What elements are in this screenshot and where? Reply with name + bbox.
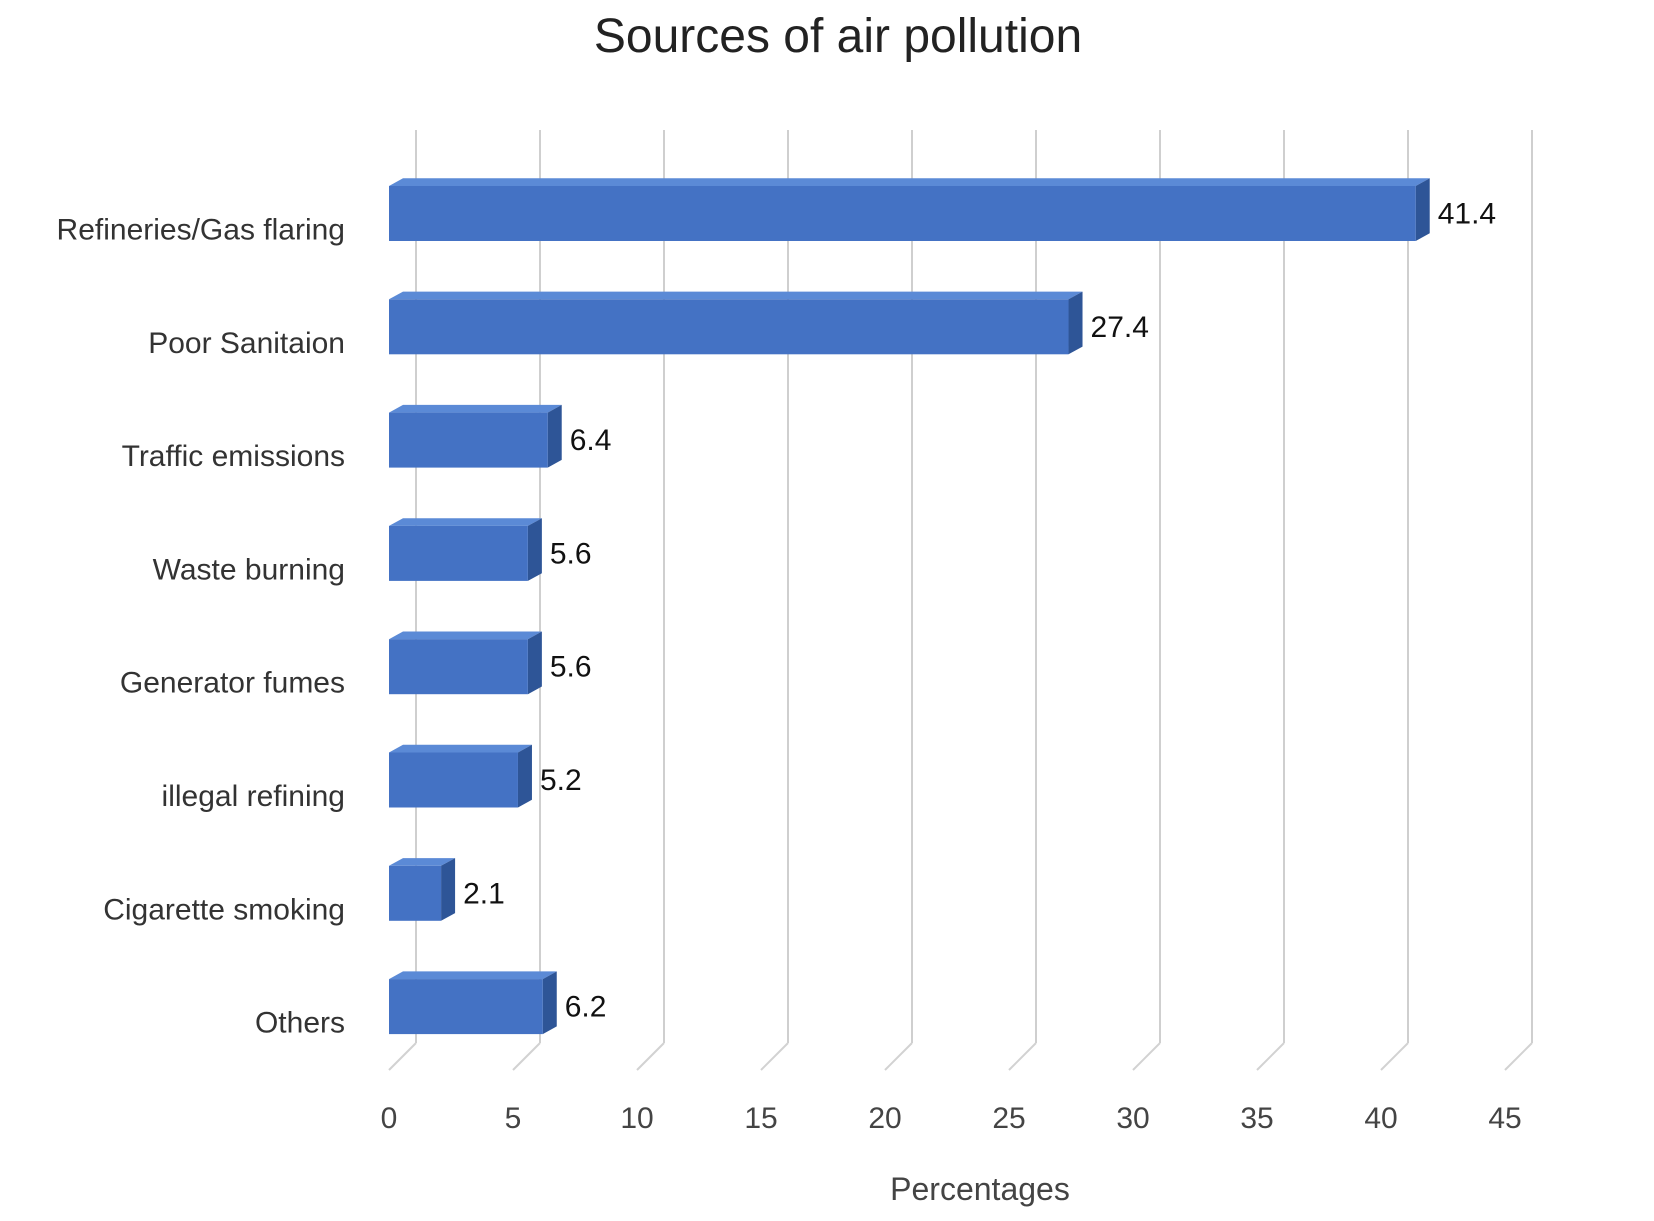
bar-front-face xyxy=(389,186,1416,241)
floor-gridline xyxy=(884,1042,913,1071)
value-label: 27.4 xyxy=(1091,311,1149,344)
bar-front-face xyxy=(389,639,528,695)
value-label: 6.4 xyxy=(570,424,612,457)
gridlines xyxy=(388,130,1533,1071)
floor-gridline xyxy=(1008,1042,1037,1071)
category-label: Poor Sanitaion xyxy=(148,327,345,360)
x-tick-label: 45 xyxy=(1488,1102,1521,1135)
bar xyxy=(389,291,1083,355)
category-label: illegal refining xyxy=(162,780,345,813)
floor-gridline xyxy=(1132,1042,1161,1071)
bar-side-face xyxy=(527,631,542,695)
x-tick-label: 15 xyxy=(744,1102,777,1135)
value-labels: 41.4 27.4 6.4 5.6 5.6 5.2 2.1 6.2 xyxy=(463,198,1496,1024)
bar-top-face xyxy=(389,971,557,980)
bar-top-face xyxy=(389,631,542,640)
value-label: 6.2 xyxy=(565,991,607,1024)
x-tick-label: 5 xyxy=(505,1102,522,1135)
category-label: Cigarette smoking xyxy=(103,893,345,926)
bar-front-face xyxy=(389,979,543,1035)
category-label: Waste burning xyxy=(153,553,345,586)
x-tick-labels: 0 5 10 15 20 25 30 35 40 45 xyxy=(381,1102,1522,1135)
bar-front-face xyxy=(389,752,518,808)
bar xyxy=(389,858,456,921)
x-tick-label: 25 xyxy=(992,1102,1025,1135)
value-label: 2.1 xyxy=(463,877,505,910)
bar-side-face xyxy=(1415,178,1430,241)
x-tick-label: 10 xyxy=(620,1102,653,1135)
bar-front-face xyxy=(389,865,442,921)
value-label: 5.2 xyxy=(540,764,582,797)
floor-gridline xyxy=(760,1042,789,1071)
bar xyxy=(389,631,542,695)
bar-top-face xyxy=(389,291,1083,300)
bar-side-face xyxy=(547,404,562,468)
floor-gridline xyxy=(636,1042,665,1071)
bar-top-face xyxy=(389,744,532,753)
bar-side-face xyxy=(517,744,532,808)
bar-front-face xyxy=(389,412,548,468)
bar-front-face xyxy=(389,525,528,581)
floor-gridline xyxy=(1256,1042,1285,1071)
bars xyxy=(389,178,1430,1035)
x-tick-label: 35 xyxy=(1240,1102,1273,1135)
x-tick-label: 0 xyxy=(381,1102,398,1135)
bar xyxy=(389,404,562,468)
category-labels: Refineries/Gas flaring Poor Sanitaion Traf… xyxy=(57,214,345,1040)
x-tick-label: 30 xyxy=(1116,1102,1149,1135)
bar xyxy=(389,518,542,581)
value-label: 5.6 xyxy=(550,537,592,570)
category-label: Generator fumes xyxy=(120,667,345,700)
x-axis-title: Percentages xyxy=(890,1171,1070,1207)
x-tick-label: 20 xyxy=(868,1102,901,1135)
bar-side-face xyxy=(1068,291,1083,355)
category-label: Traffic emissions xyxy=(122,440,345,473)
bar-side-face xyxy=(441,858,456,921)
bar xyxy=(389,178,1430,241)
floor-gridline xyxy=(1504,1042,1533,1071)
category-label: Others xyxy=(255,1007,345,1040)
bar xyxy=(389,744,532,808)
floor-gridline xyxy=(388,1042,417,1071)
floor-gridline xyxy=(512,1042,541,1071)
bar-top-face xyxy=(389,404,562,413)
floor-gridline xyxy=(1380,1042,1409,1071)
value-label: 5.6 xyxy=(550,651,592,684)
value-label: 41.4 xyxy=(1438,198,1496,231)
bar-top-face xyxy=(389,858,456,866)
bar-top-face xyxy=(389,178,1430,186)
bar-top-face xyxy=(389,518,542,526)
bar-side-face xyxy=(527,518,542,581)
x-tick-label: 40 xyxy=(1364,1102,1397,1135)
bar-front-face xyxy=(389,299,1069,355)
bar-side-face xyxy=(542,971,557,1035)
chart-title: Sources of air pollution xyxy=(594,10,1082,63)
category-label: Refineries/Gas flaring xyxy=(57,214,345,247)
bar xyxy=(389,971,557,1035)
